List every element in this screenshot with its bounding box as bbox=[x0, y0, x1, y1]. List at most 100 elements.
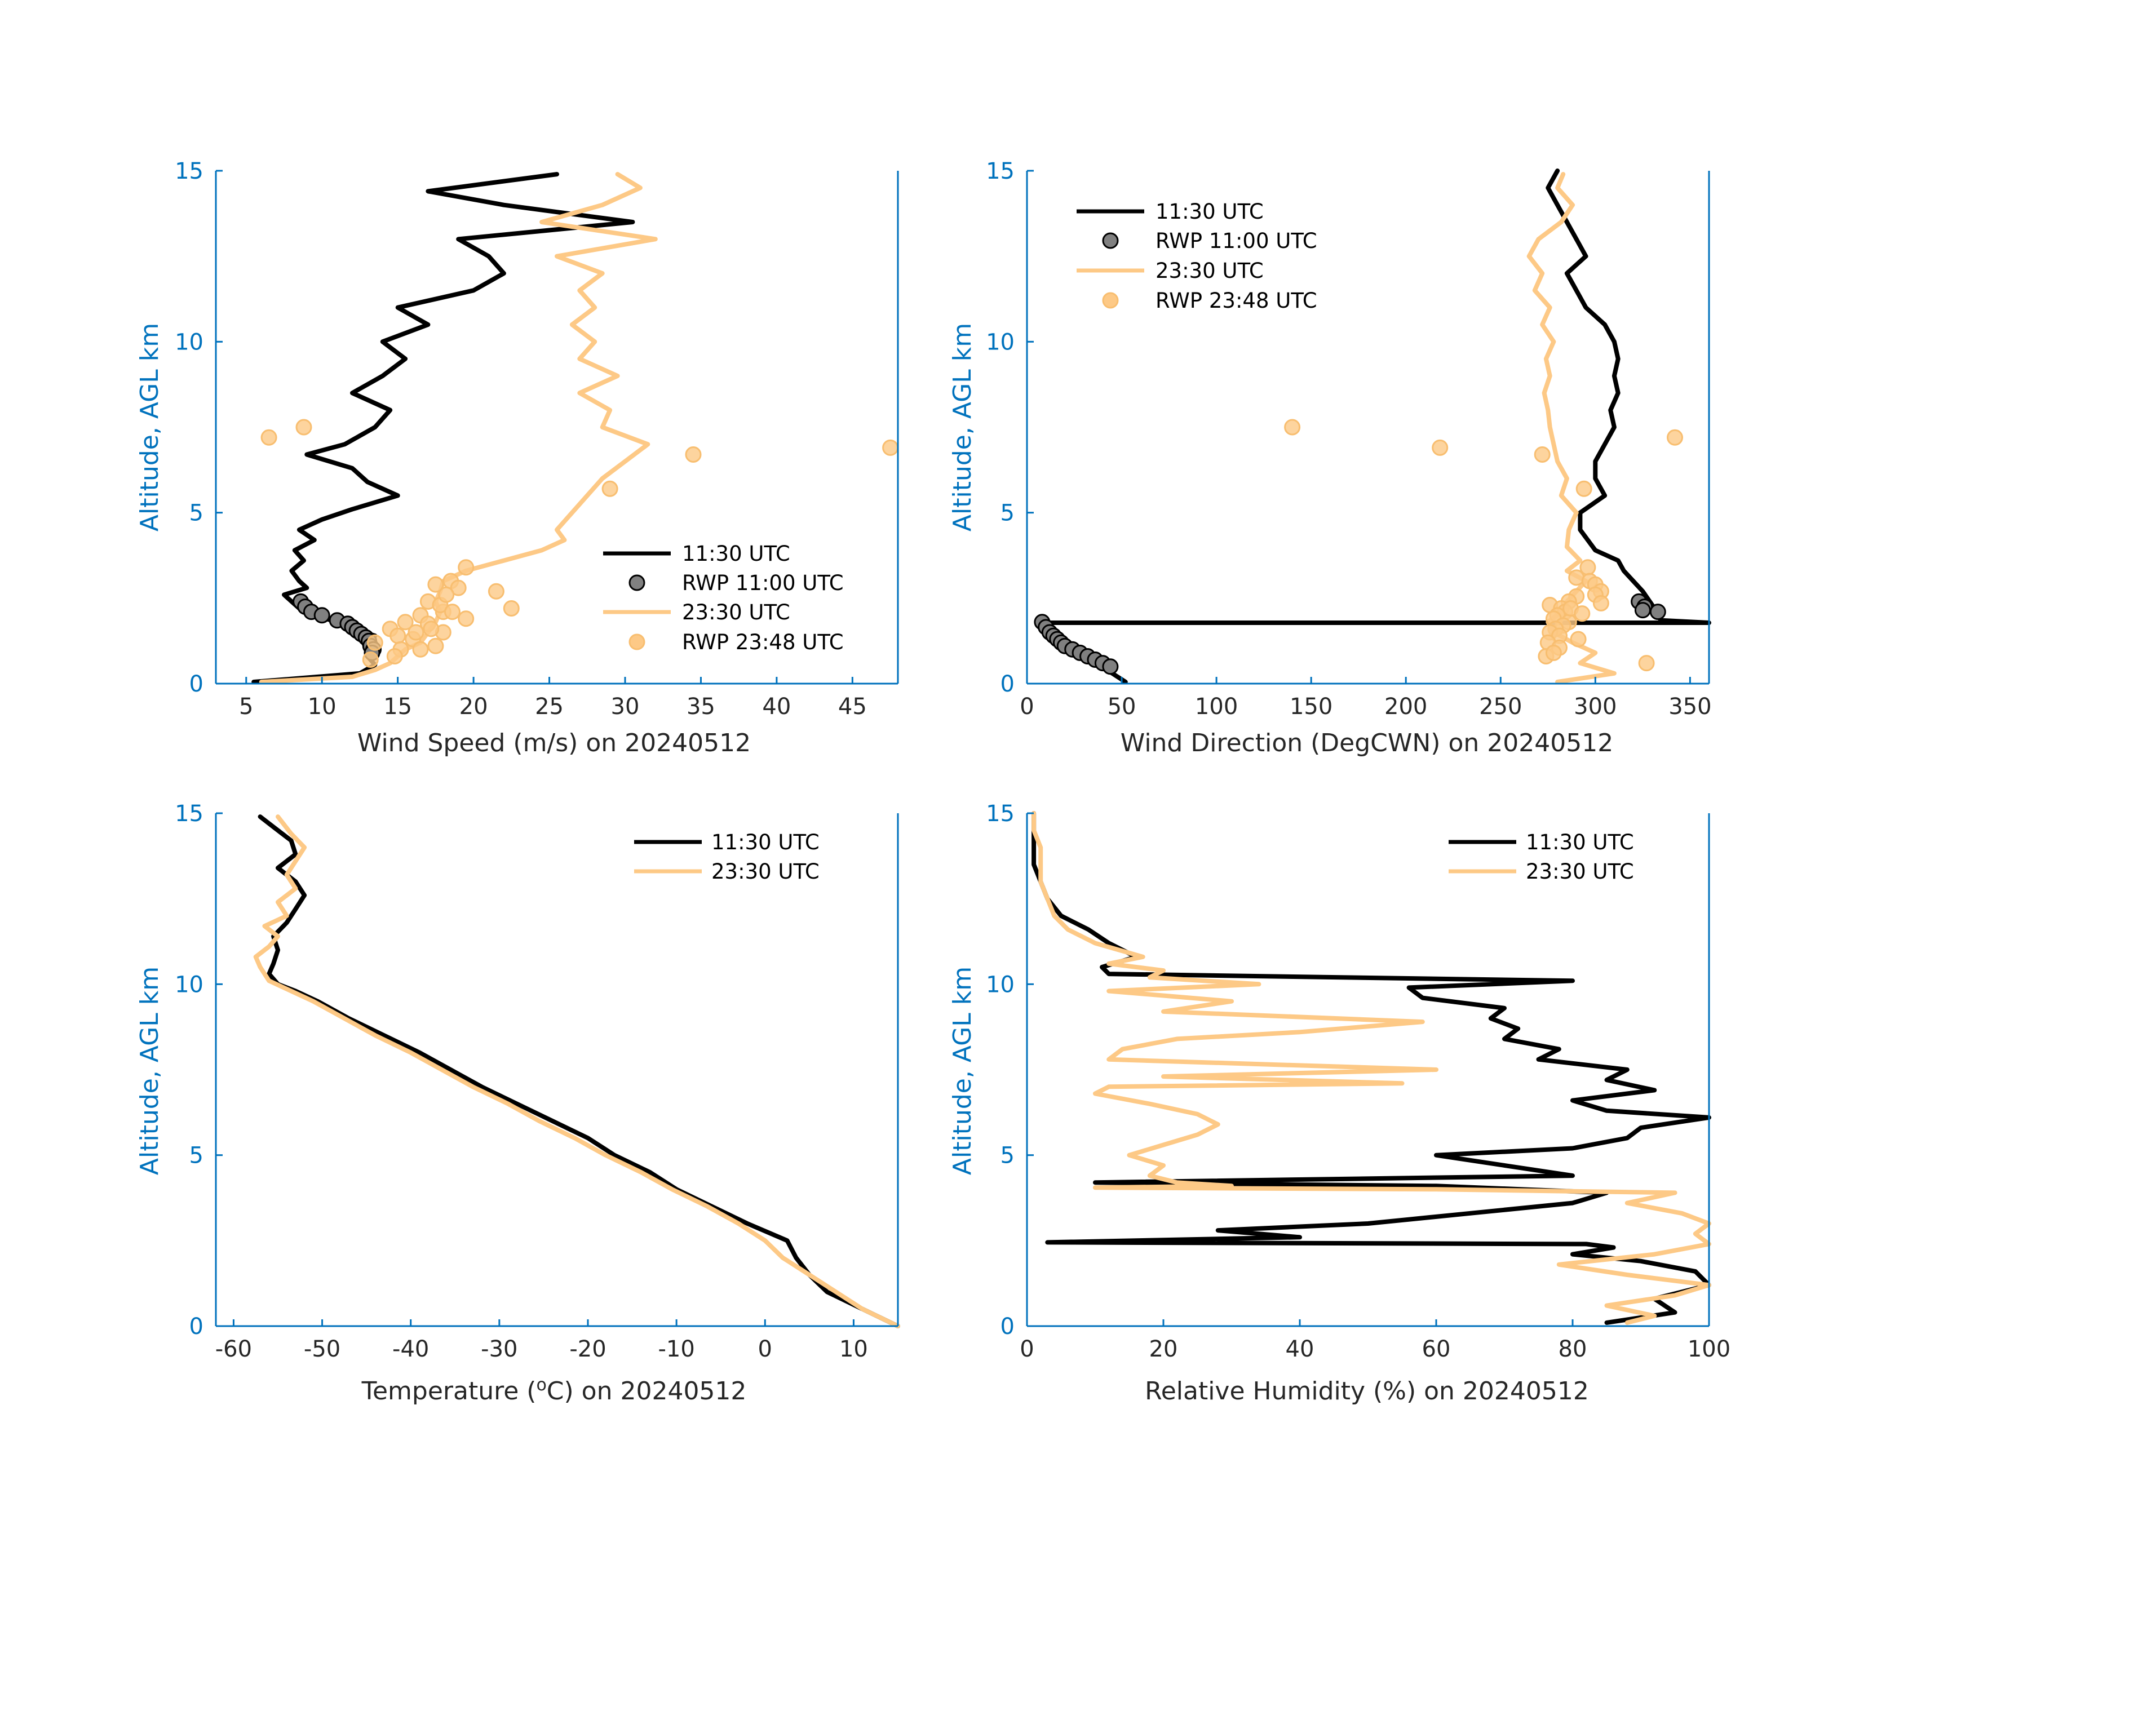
legend-label-2330: 23:30 UTC bbox=[682, 600, 790, 624]
data-point-rwp-23-48-utc bbox=[503, 600, 520, 617]
y-tick-label: 15 bbox=[175, 158, 203, 184]
temperature-ylabel: Altitude, AGL km bbox=[135, 967, 164, 1175]
relative-humidity-legend: 11:30 UTC 23:30 UTC bbox=[1449, 830, 1634, 884]
data-point-rwp-23-48-utc bbox=[260, 429, 277, 446]
x-tick-label: -20 bbox=[569, 1336, 606, 1362]
series-line-23-30-utc bbox=[1031, 811, 1711, 1325]
data-point-rwp-23-48-utc bbox=[389, 627, 406, 644]
x-tick-label: 35 bbox=[687, 694, 715, 720]
data-point-rwp-23-48-utc bbox=[397, 614, 414, 631]
data-point-rwp-23-48-utc bbox=[1574, 605, 1591, 622]
x-tick-label: 30 bbox=[611, 694, 640, 720]
data-point-rwp-23-48-utc bbox=[601, 480, 618, 497]
wind-speed-legend: 11:30 UTC RWP 11:00 UTC 23:30 UTC RWP 23… bbox=[603, 542, 844, 654]
data-point-rwp-23-48-utc bbox=[408, 624, 424, 641]
data-point-rwp-23-48-utc bbox=[386, 648, 403, 664]
legend-label-1130: 11:30 UTC bbox=[682, 542, 790, 566]
wind-direction-series-layer bbox=[1034, 169, 1711, 684]
y-tick-label: 0 bbox=[1000, 1314, 1015, 1340]
x-tick-label: 50 bbox=[1108, 694, 1136, 720]
legend-marker-rwp-1100 bbox=[628, 574, 645, 591]
data-point-rwp-23-48-utc bbox=[438, 586, 455, 603]
x-tick-label: 80 bbox=[1559, 1336, 1587, 1362]
data-point-rwp-11-00-utc bbox=[1634, 602, 1651, 619]
x-tick-label: 150 bbox=[1290, 694, 1332, 720]
data-point-rwp-23-48-utc bbox=[295, 419, 312, 436]
x-tick-label: -10 bbox=[658, 1336, 694, 1362]
panel-wind-speed: 5 10 15 20 25 30 35 40 45 0 5 10 15 Wind Speed (m/s)… bbox=[135, 158, 899, 757]
temperature-xlabel: Temperature (oC) on 20240512 bbox=[361, 1375, 747, 1406]
legend-label-rwp-2348: RWP 23:48 UTC bbox=[1156, 289, 1317, 313]
data-point-rwp-23-48-utc bbox=[366, 634, 383, 651]
y-tick-label: 10 bbox=[175, 329, 203, 355]
data-point-rwp-23-48-utc bbox=[450, 579, 467, 596]
data-point-rwp-23-48-utc bbox=[1667, 429, 1683, 446]
legend-label-2330: 23:30 UTC bbox=[1156, 259, 1264, 283]
wind-direction-legend: 11:30 UTC RWP 11:00 UTC 23:30 UTC RWP 23… bbox=[1077, 200, 1317, 313]
x-tick-label: 25 bbox=[535, 694, 564, 720]
data-point-rwp-23-48-utc bbox=[444, 604, 461, 620]
y-tick-label: 5 bbox=[1000, 500, 1015, 526]
x-tick-label: 250 bbox=[1479, 694, 1522, 720]
legend-label-1130: 11:30 UTC bbox=[1526, 830, 1634, 854]
x-tick-label: -50 bbox=[304, 1336, 340, 1362]
y-tick-label: 15 bbox=[175, 801, 203, 827]
data-point-rwp-23-48-utc bbox=[1575, 480, 1592, 497]
relative-humidity-xlabel: Relative Humidity (%) on 20240512 bbox=[1145, 1377, 1589, 1406]
x-tick-label: 20 bbox=[459, 694, 488, 720]
data-point-rwp-23-48-utc bbox=[1568, 569, 1585, 586]
data-point-rwp-23-48-utc bbox=[1534, 446, 1551, 463]
x-tick-label: 10 bbox=[839, 1336, 868, 1362]
legend-label-2330: 23:30 UTC bbox=[711, 859, 820, 884]
wind-speed-xlabel: Wind Speed (m/s) on 20240512 bbox=[357, 729, 751, 757]
y-tick-label: 5 bbox=[1000, 1143, 1015, 1169]
wind-direction-ylabel: Altitude, AGL km bbox=[948, 323, 977, 531]
wind-speed-series-layer bbox=[251, 172, 899, 684]
legend-label-rwp-2348: RWP 23:48 UTC bbox=[682, 630, 844, 654]
data-point-rwp-11-00-utc bbox=[313, 607, 330, 624]
data-point-rwp-11-00-utc bbox=[1649, 604, 1666, 620]
x-tick-label: 0 bbox=[1020, 694, 1034, 720]
legend-marker-rwp-2348 bbox=[1102, 292, 1119, 309]
y-tick-label: 5 bbox=[189, 1143, 203, 1169]
y-tick-label: 10 bbox=[175, 972, 203, 998]
legend-marker-rwp-2348 bbox=[628, 633, 645, 650]
panel-temperature: -60 -50 -40 -30 -20 -10 0 10 0 5 10 15 Temperature … bbox=[135, 801, 900, 1406]
series-line-23-30-utc bbox=[253, 814, 900, 1328]
relative-humidity-axes: 0 20 40 60 80 100 0 5 10 15 bbox=[986, 801, 1730, 1362]
x-tick-label: -30 bbox=[481, 1336, 517, 1362]
x-tick-label: 350 bbox=[1668, 694, 1711, 720]
data-point-rwp-23-48-utc bbox=[412, 641, 429, 658]
x-tick-label: -40 bbox=[392, 1336, 429, 1362]
y-tick-label: 10 bbox=[986, 972, 1015, 998]
legend-marker-rwp-1100 bbox=[1102, 232, 1119, 249]
data-point-rwp-23-48-utc bbox=[1284, 419, 1301, 436]
relative-humidity-series-layer bbox=[1031, 811, 1711, 1325]
data-point-rwp-23-48-utc bbox=[1545, 644, 1562, 661]
x-tick-label: 20 bbox=[1149, 1336, 1178, 1362]
legend-label-rwp-1100: RWP 11:00 UTC bbox=[1156, 229, 1317, 253]
y-tick-label: 0 bbox=[189, 1314, 203, 1340]
data-point-rwp-23-48-utc bbox=[1638, 655, 1655, 672]
data-point-rwp-23-48-utc bbox=[882, 439, 899, 456]
data-point-rwp-23-48-utc bbox=[458, 559, 475, 576]
panel-wind-direction: 0 50 100 150 200 250 300 350 0 5 10 15 Wind Directi… bbox=[948, 158, 1712, 757]
relative-humidity-ylabel: Altitude, AGL km bbox=[948, 967, 977, 1175]
x-tick-label: 60 bbox=[1422, 1336, 1451, 1362]
data-point-rwp-23-48-utc bbox=[458, 610, 475, 627]
y-tick-label: 15 bbox=[986, 801, 1015, 827]
x-tick-label: 10 bbox=[308, 694, 337, 720]
y-tick-label: 0 bbox=[1000, 671, 1015, 697]
data-point-rwp-23-48-utc bbox=[427, 576, 444, 593]
wind-speed-axes: 5 10 15 20 25 30 35 40 45 0 5 10 15 bbox=[175, 158, 899, 720]
y-tick-label: 5 bbox=[189, 500, 203, 526]
x-tick-label: 45 bbox=[838, 694, 867, 720]
data-point-rwp-23-48-utc bbox=[1570, 631, 1587, 648]
data-point-rwp-11-00-utc bbox=[1102, 658, 1119, 675]
x-tick-label: 100 bbox=[1688, 1336, 1730, 1362]
temperature-legend: 11:30 UTC 23:30 UTC bbox=[634, 830, 820, 884]
data-point-rwp-23-48-utc bbox=[685, 446, 702, 463]
x-tick-label: 15 bbox=[383, 694, 412, 720]
series-line-23-30-utc bbox=[259, 172, 658, 684]
